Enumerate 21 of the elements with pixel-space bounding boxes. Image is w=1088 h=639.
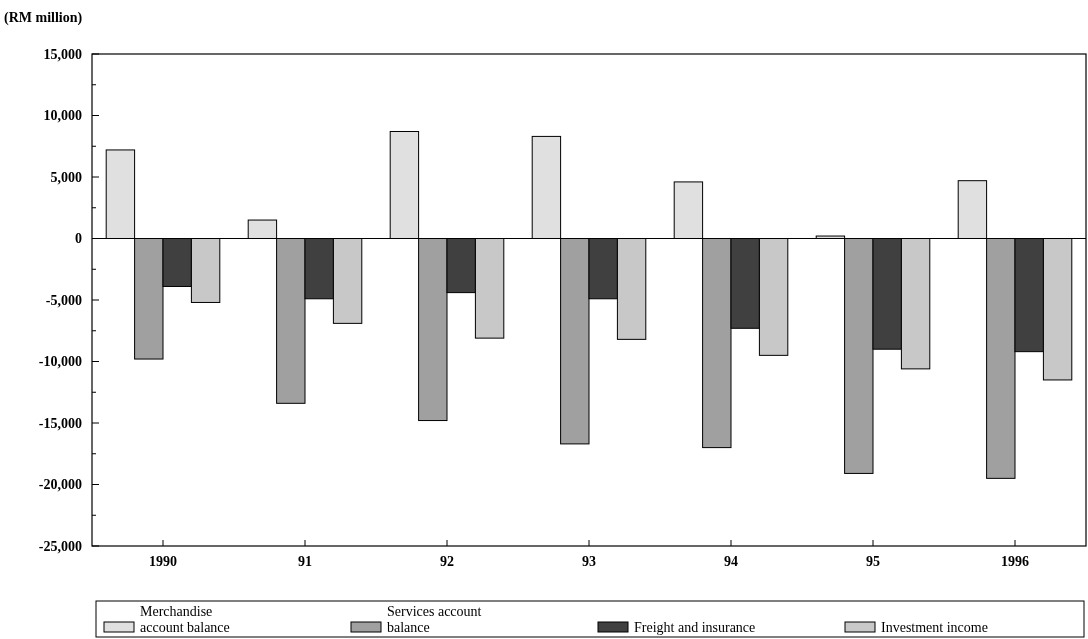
y-axis-title: (RM million) [4, 10, 83, 26]
y-tick-label: -25,000 [38, 538, 82, 554]
x-tick-label: 91 [298, 554, 312, 569]
x-tick-label: 94 [724, 554, 738, 569]
y-tick-label: 15,000 [43, 46, 82, 62]
y-tick-label: 5,000 [50, 169, 82, 185]
y-tick-label: 0 [75, 231, 82, 247]
x-tick-label: 93 [582, 554, 596, 569]
y-tick-label: 10,000 [43, 108, 82, 124]
x-tick-label: 1990 [149, 554, 177, 569]
y-tick-label: -10,000 [38, 354, 82, 370]
legend-label: Merchandise account balance [140, 604, 230, 635]
legend-label: Freight and insurance [634, 620, 756, 635]
y-tick-label: -20,000 [38, 477, 82, 493]
legend-label: Investment income [881, 620, 988, 635]
y-tick-label: -15,000 [38, 415, 82, 431]
legend-label: Services account balance [387, 604, 482, 635]
x-tick-label: 95 [866, 554, 880, 569]
x-tick-label: 1996 [1001, 554, 1029, 569]
x-tick-label: 92 [440, 554, 454, 569]
y-tick-label: -5,000 [45, 292, 82, 308]
